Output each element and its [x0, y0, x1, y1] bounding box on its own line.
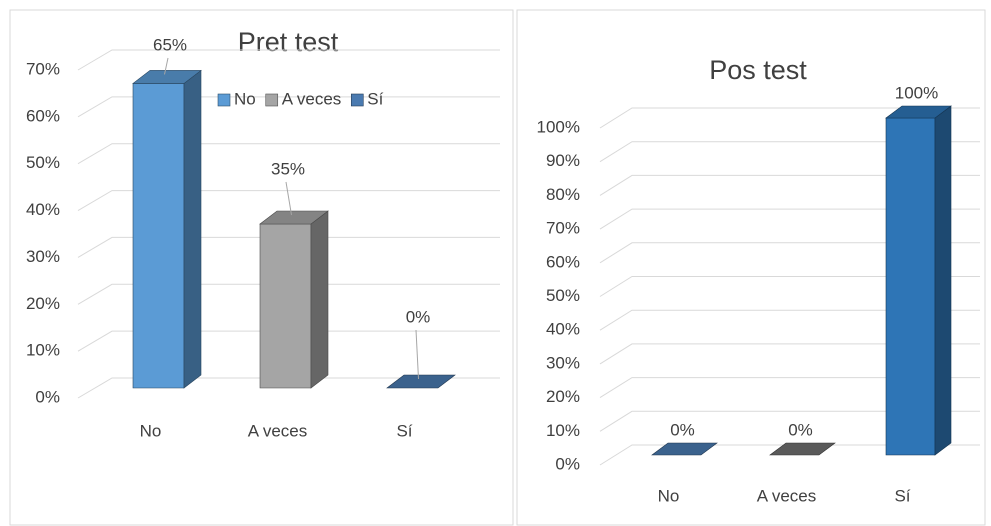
value-label: 100% — [895, 83, 938, 102]
y-tick-label: 80% — [546, 185, 580, 204]
grid-line — [77, 49, 500, 71]
grid-line — [77, 190, 500, 212]
y-tick-label: 10% — [26, 341, 60, 360]
y-tick-label: 100% — [537, 117, 580, 136]
bar-top — [386, 374, 456, 389]
x-tick-label: No — [658, 486, 680, 505]
grid-line — [599, 377, 980, 399]
bar — [651, 442, 718, 456]
value-label: 65% — [153, 35, 187, 54]
label-leader — [285, 181, 292, 216]
grid-line — [77, 96, 500, 118]
chart-title: Pos test — [709, 55, 807, 85]
y-tick-label: 10% — [546, 421, 580, 440]
y-tick-label: 0% — [555, 454, 580, 473]
value-label: 35% — [271, 159, 305, 178]
bar-top — [769, 442, 836, 456]
bar-side — [310, 210, 329, 389]
bar — [885, 105, 952, 456]
grid-line — [77, 377, 500, 399]
grid-line — [599, 208, 980, 230]
legend-label: No — [234, 89, 256, 108]
grid-line — [599, 309, 980, 331]
label-leader — [415, 329, 419, 380]
y-tick-label: 70% — [26, 59, 60, 78]
y-tick-label: 90% — [546, 151, 580, 170]
bar-front — [259, 223, 312, 389]
bar-side — [934, 105, 952, 456]
bar — [769, 442, 836, 456]
grid-line — [599, 410, 980, 432]
label-leader — [164, 57, 169, 75]
grid-line — [599, 276, 980, 297]
y-tick-label: 20% — [26, 294, 60, 313]
y-tick-label: 70% — [546, 219, 580, 238]
y-tick-label: 50% — [26, 153, 60, 172]
grid-line — [599, 174, 980, 196]
y-tick-label: 20% — [546, 387, 580, 406]
y-tick-label: 40% — [546, 320, 580, 339]
y-tick-label: 0% — [35, 387, 60, 406]
bar — [386, 374, 456, 389]
bar — [132, 69, 202, 389]
grid-line — [77, 283, 500, 305]
y-tick-label: 60% — [26, 106, 60, 125]
bar-top — [651, 442, 718, 456]
bar-top — [132, 70, 202, 84]
y-tick-label: 30% — [26, 247, 60, 266]
legend-label: A veces — [282, 89, 342, 108]
grid-line — [77, 236, 500, 258]
x-tick-label: A veces — [248, 421, 308, 440]
grid-line — [599, 141, 980, 163]
x-tick-label: A veces — [757, 486, 817, 505]
legend-swatch — [350, 93, 364, 107]
y-tick-label: 40% — [26, 200, 60, 219]
value-label: 0% — [406, 307, 431, 326]
bar-top — [885, 105, 952, 119]
x-tick-label: No — [140, 421, 162, 440]
legend-swatch — [265, 93, 279, 107]
value-label: 0% — [670, 420, 695, 439]
y-tick-label: 50% — [546, 286, 580, 305]
grid-line — [77, 143, 500, 165]
bar-front — [885, 117, 936, 456]
value-label: 0% — [788, 420, 813, 439]
chart-title: Pret test — [238, 27, 339, 57]
y-tick-label: 30% — [546, 353, 580, 372]
y-tick-label: 60% — [546, 252, 580, 271]
bar — [259, 210, 329, 389]
legend-swatch — [217, 93, 231, 107]
grid-line — [77, 330, 500, 352]
grid-line — [599, 343, 980, 365]
x-tick-label: Sí — [396, 421, 412, 440]
grid-line — [599, 444, 980, 466]
grid-line — [599, 107, 980, 129]
bar-side — [183, 69, 202, 389]
grid-line — [599, 242, 980, 264]
legend-label: Sí — [367, 89, 383, 108]
bar-front — [132, 83, 185, 389]
x-tick-label: Sí — [894, 486, 910, 505]
bar-top — [259, 210, 329, 225]
